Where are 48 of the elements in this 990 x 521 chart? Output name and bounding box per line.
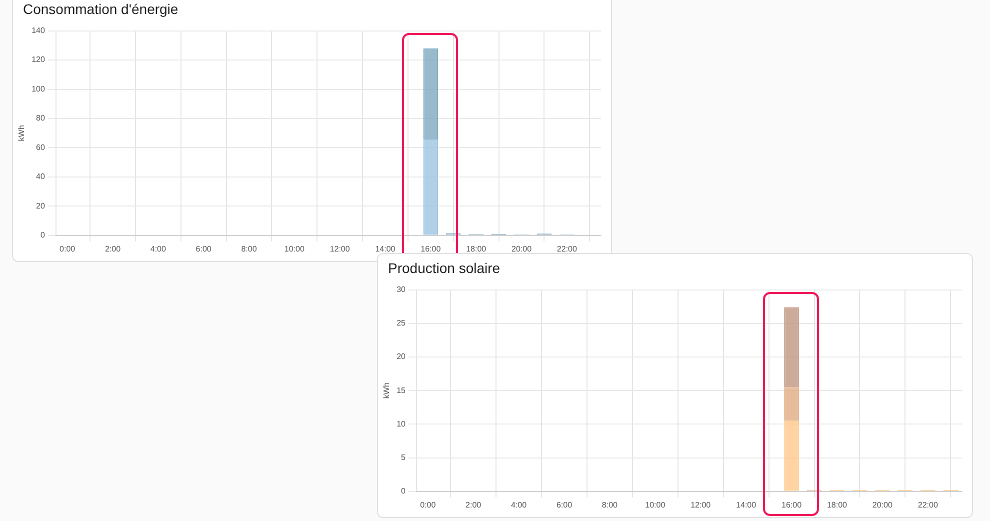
x-tick-label: 10:00: [284, 244, 305, 254]
bar: [784, 420, 799, 491]
x-tick-label: 12:00: [690, 500, 712, 510]
x-tick-label: 20:00: [872, 500, 893, 510]
x-tick-label: 18:00: [826, 500, 848, 510]
x-tick-label: 10:00: [645, 500, 666, 510]
y-axis-title: kWh: [382, 382, 392, 399]
y-tick-label: 40: [36, 172, 46, 182]
x-tick-label: 8:00: [241, 244, 258, 254]
x-tick-label: 14:00: [736, 500, 757, 510]
x-tick-label: 4:00: [150, 244, 166, 254]
x-tick-label: 22:00: [556, 244, 578, 254]
y-tick-label: 100: [32, 84, 46, 94]
y-tick-label: 120: [32, 55, 46, 64]
x-tick-label: 12:00: [330, 244, 350, 254]
x-tick-label: 14:00: [375, 244, 396, 254]
bar: [423, 138, 438, 235]
y-tick-label: 140: [32, 26, 46, 36]
y-tick-label: 20: [36, 201, 46, 210]
y-tick-label: 15: [396, 386, 406, 395]
y-tick-label: 0: [401, 486, 406, 496]
y-tick-label: 30: [396, 285, 406, 294]
x-tick-label: 6:00: [196, 244, 212, 254]
x-tick-label: 16:00: [420, 244, 442, 254]
x-tick-label: 0:00: [420, 500, 436, 510]
y-axis-title: kWh: [17, 125, 26, 142]
x-tick-label: 22:00: [918, 500, 938, 510]
bar: [784, 387, 799, 421]
y-tick-label: 80: [36, 114, 46, 123]
x-tick-label: 18:00: [466, 244, 487, 254]
y-tick-label: 0: [40, 230, 46, 240]
chart-title: Consommation d'énergie: [23, 1, 178, 17]
y-tick-label: 20: [396, 352, 406, 362]
x-tick-label: 4:00: [510, 500, 528, 510]
y-tick-label: 10: [396, 419, 406, 428]
x-tick-label: 8:00: [602, 500, 618, 510]
bar: [423, 48, 438, 139]
chart-title: Production solaire: [388, 260, 500, 276]
bar: [784, 307, 799, 388]
x-tick-label: 2:00: [466, 500, 482, 510]
x-tick-label: 6:00: [556, 500, 573, 510]
y-tick-label: 5: [401, 453, 406, 462]
y-tick-label: 25: [396, 318, 406, 328]
y-tick-label: 60: [36, 142, 46, 152]
x-tick-label: 16:00: [782, 500, 802, 510]
x-tick-label: 20:00: [512, 244, 532, 254]
x-tick-label: 0:00: [60, 244, 76, 254]
x-tick-label: 2:00: [104, 244, 122, 254]
